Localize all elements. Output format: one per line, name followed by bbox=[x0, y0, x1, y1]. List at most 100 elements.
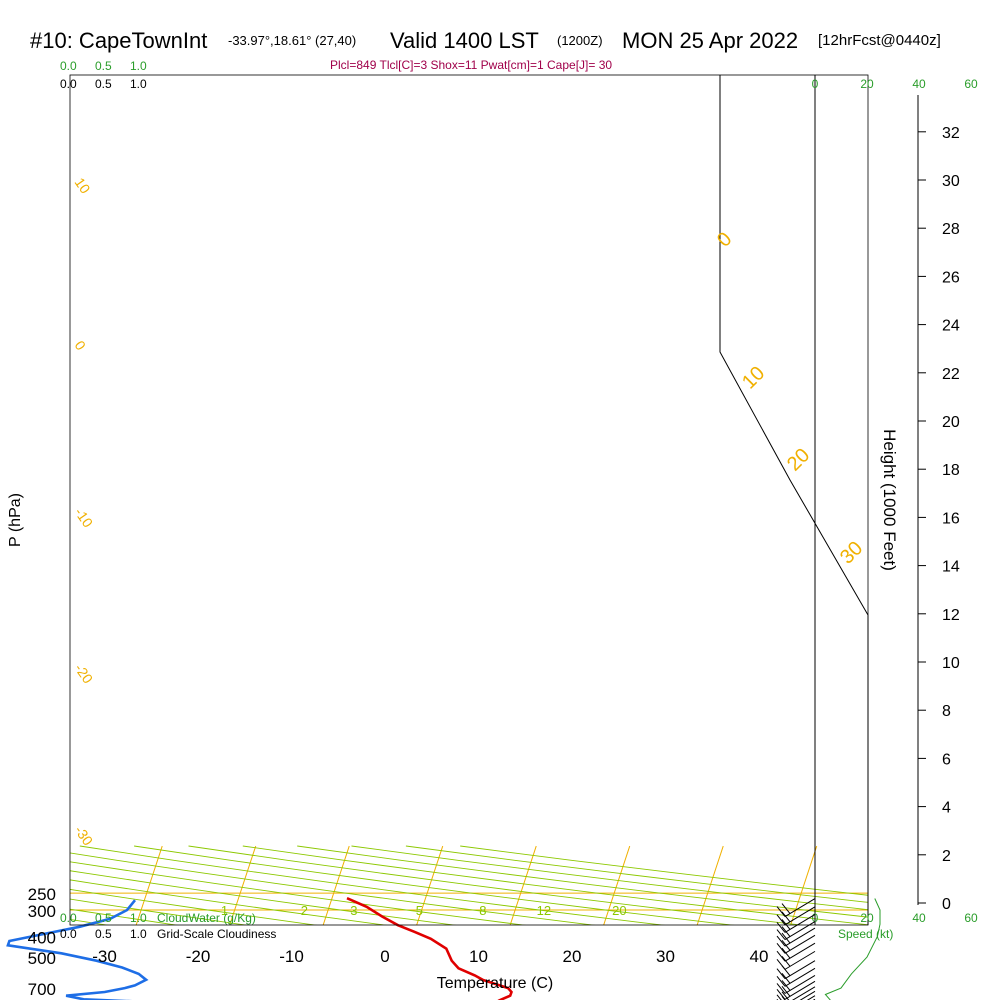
wind-barb-flag bbox=[776, 988, 786, 1000]
dry-adiabat-label: 10 bbox=[72, 175, 94, 197]
dry-adiabat-label: -30 bbox=[72, 823, 97, 849]
moist-adiabat-label: 30 bbox=[836, 537, 867, 568]
mixing-ratio-label: 2 bbox=[301, 903, 308, 918]
dry-adiabat-line bbox=[188, 845, 805, 925]
temperature-tick-label: 10 bbox=[469, 947, 488, 966]
speed-tick-label: 0 bbox=[812, 911, 819, 925]
wind-barb-flag bbox=[776, 976, 786, 987]
series-layer bbox=[6, 897, 513, 1000]
speed-tick-label: 20 bbox=[860, 77, 874, 91]
cloud-scale-label: 1.0 bbox=[130, 59, 147, 73]
plot-frame bbox=[69, 74, 869, 926]
speed-tick-label: 40 bbox=[912, 911, 926, 925]
forecast-date: MON 25 Apr 2022 bbox=[622, 28, 799, 53]
wind-barb-flag bbox=[781, 980, 791, 991]
wind-barb bbox=[806, 995, 816, 1000]
dry-adiabat-label: -10 bbox=[72, 505, 97, 531]
isotherm-line bbox=[790, 845, 818, 925]
dry-adiabat-line bbox=[134, 845, 735, 925]
dry-adiabat-line bbox=[70, 879, 388, 925]
wind-barb-flag bbox=[781, 996, 786, 1000]
wind-barb-flag bbox=[776, 968, 786, 980]
height-tick-label: 4 bbox=[942, 800, 951, 817]
height-tick-label: 0 bbox=[942, 896, 951, 913]
wind-barb bbox=[776, 921, 816, 940]
mixing-ratio-label: 3 bbox=[350, 903, 357, 918]
temperature-tick-label: -30 bbox=[92, 947, 117, 966]
cloud-scale-label: 0.0 bbox=[60, 927, 77, 941]
series-temperature-line bbox=[346, 897, 513, 1000]
stability-indices: Plcl=849 Tlcl[C]=3 Shox=11 Pwat[cm]=1 Ca… bbox=[330, 58, 613, 72]
height-tick-label: 12 bbox=[942, 607, 960, 624]
pressure-tick-label: 400 bbox=[28, 928, 56, 947]
wind-barb-flag bbox=[781, 965, 791, 977]
height-tick-label: 20 bbox=[942, 414, 960, 431]
wind-barb-flag bbox=[776, 950, 786, 962]
cloud-scale-label: 0.0 bbox=[60, 59, 77, 73]
isotherm-line bbox=[603, 845, 631, 925]
temperature-tick-label: 20 bbox=[563, 947, 582, 966]
height-axis-label: Height (1000 Feet) bbox=[880, 429, 899, 571]
wind-barb-flag bbox=[781, 926, 791, 937]
pressure-tick-label: 500 bbox=[28, 949, 56, 968]
wind-barb-staff bbox=[791, 986, 816, 1000]
wind-barb-staff bbox=[784, 934, 816, 954]
wind-barb-flag bbox=[776, 935, 786, 947]
dry-adiabat-line bbox=[70, 888, 318, 925]
pressure-tick-label: 300 bbox=[28, 902, 56, 921]
height-tick-label: 18 bbox=[942, 462, 960, 479]
station-coords: -33.97°,18.61° (27,40) bbox=[228, 33, 357, 48]
temperature-tick-label: -20 bbox=[186, 947, 211, 966]
speed-axis-label: Speed (kt) bbox=[838, 927, 893, 941]
dry-adiabat-line bbox=[70, 852, 596, 925]
speed-tick-label: 20 bbox=[860, 911, 874, 925]
dry-adiabat-line bbox=[70, 861, 527, 925]
x-axis-label: Temperature (C) bbox=[437, 975, 553, 992]
temperature-tick-label: 40 bbox=[750, 947, 769, 966]
mixing-ratio-label: 20 bbox=[612, 903, 626, 918]
isotherm-line bbox=[696, 845, 724, 925]
wind-barb-flag bbox=[781, 932, 791, 944]
mixing-ratio-label: 8 bbox=[479, 903, 486, 918]
temperature-tick-label: 0 bbox=[380, 947, 389, 966]
moist-adiabat-label: 20 bbox=[783, 444, 814, 475]
cloud-scale-label: 0.0 bbox=[60, 911, 77, 925]
dry-adiabat-line bbox=[0, 846, 40, 1000]
cloud-scale-label: 0.5 bbox=[95, 77, 112, 91]
pressure-tick-label: 700 bbox=[28, 980, 56, 999]
wind-barb-flag bbox=[776, 983, 786, 994]
isotherm-line bbox=[229, 845, 257, 925]
cloudiness-label: Grid-Scale Cloudiness bbox=[157, 927, 276, 941]
wind-barb-staff bbox=[784, 942, 816, 962]
moist-adiabat-label: 0 bbox=[713, 228, 736, 251]
wind-barb bbox=[776, 906, 816, 926]
height-tick-label: 8 bbox=[942, 703, 951, 720]
y-axis-label: P (hPa) bbox=[7, 493, 24, 547]
wind-barb-staff bbox=[784, 950, 816, 970]
height-tick-label: 22 bbox=[942, 366, 960, 383]
mixing-ratio-label: 5 bbox=[416, 903, 423, 918]
wind-barb-flag bbox=[781, 947, 791, 959]
height-tick-label: 24 bbox=[942, 318, 960, 335]
height-tick-label: 30 bbox=[942, 173, 960, 190]
speed-tick-label: 0 bbox=[812, 77, 819, 91]
wind-barb-flag bbox=[781, 911, 791, 923]
dry-adiabat-label: -20 bbox=[72, 661, 97, 687]
wind-barb bbox=[776, 942, 816, 962]
height-tick-label: 28 bbox=[942, 221, 960, 238]
height-tick-label: 32 bbox=[942, 125, 960, 142]
mixing-ratio-label: 1 bbox=[221, 903, 228, 918]
series-dewpoint-line bbox=[6, 899, 149, 1000]
isotherm-line bbox=[416, 845, 444, 925]
forecast-info: [12hrFcst@0440z] bbox=[818, 32, 941, 49]
wind-barb-flag bbox=[776, 922, 786, 933]
wind-speed-profile bbox=[824, 898, 881, 1000]
wind-barb-flag bbox=[781, 903, 791, 914]
cloud-scale-label: 1.0 bbox=[130, 77, 147, 91]
moist-adiabat-label: 10 bbox=[738, 362, 769, 393]
wind-barb-staff bbox=[784, 960, 816, 980]
wind-barb-flag bbox=[781, 985, 791, 997]
height-tick-label: 10 bbox=[942, 655, 960, 672]
wind-barb-flag bbox=[781, 973, 791, 984]
